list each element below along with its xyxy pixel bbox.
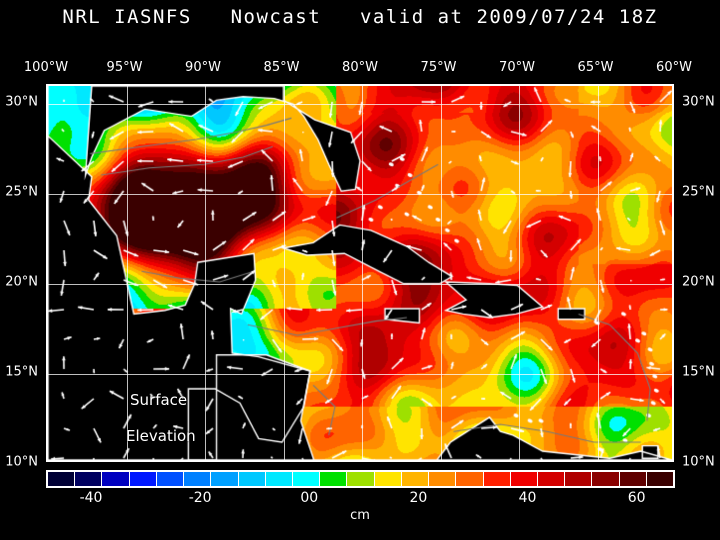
lon-tick-label: 60°W [656,60,692,75]
gridline-parallel [48,194,672,195]
sea-surface-elevation-field [48,86,672,460]
lat-tick-label-left: 25°N [5,184,38,200]
colorbar-swatch [265,472,293,486]
colorbar-swatch [102,472,130,486]
longitude-axis: 100°W 95°W 90°W 85°W 80°W 75°W 70°W 65°W 60°W [0,60,720,76]
lat-tick-label-left: 20°N [5,274,38,290]
colorbar-swatch [401,472,430,486]
lat-tick-label-left: 15°N [5,364,38,380]
colorbar-swatch [429,472,457,486]
colorbar-swatch [48,472,76,486]
colorbar-swatch [238,472,266,486]
lat-tick-label-right: 10°N [682,454,715,470]
colorbar-tick: -40 [79,490,103,506]
colorbar-swatch [592,472,620,486]
lat-tick-label-right: 30°N [682,94,715,110]
colorbar-unit-label: cm [350,508,370,523]
colorbar-tick: 00 [300,490,319,506]
variable-label-line2: Elevation [126,427,196,445]
lon-tick-label: 75°W [420,60,457,75]
colorbar-swatch [129,472,157,486]
colorbar-swatch [646,472,674,486]
colorbar-swatch [347,472,375,486]
gridline-parallel [48,104,672,105]
colorbar-tick: 40 [518,490,537,506]
colorbar-swatch [565,472,593,486]
gridline-meridian [283,86,285,460]
colorbar-swatch [211,472,239,486]
colorbar-swatch [75,472,103,486]
lon-tick-label: 80°W [342,60,378,75]
colorbar-swatch [320,472,348,486]
colorbar-swatch [510,472,538,486]
gridline-parallel [48,374,672,375]
colorbar-swatch [537,472,566,486]
colorbar-tick: 60 [627,490,646,506]
colorbar-swatch [156,472,185,486]
gridline-meridian [440,86,442,460]
colorbar-swatch [292,472,321,486]
lon-tick-label: 65°W [577,60,614,75]
variable-label-line1: Surface [130,391,188,409]
lon-tick-label: 85°W [263,60,300,75]
colorbar-tick: 20 [409,490,428,506]
colorbar[interactable] [46,470,675,488]
colorbar-swatch [483,472,511,486]
lon-tick-label: 90°W [185,60,221,75]
gridline-parallel [48,284,672,285]
lat-tick-label-right: 20°N [682,274,715,290]
lon-tick-label: 100°W [23,60,69,75]
colorbar-tick-labels: -40 -20 00 20 40 60 [0,490,720,508]
gridline-meridian [126,86,128,460]
lat-tick-label-left: 30°N [5,94,38,110]
colorbar-swatch [184,472,212,486]
colorbar-tick: -20 [188,490,212,506]
lat-tick-label-right: 25°N [682,184,715,200]
gridline-meridian [597,86,599,460]
gridline-meridian [362,86,363,460]
colorbar-swatch [456,472,484,486]
lon-tick-label: 95°W [106,60,143,75]
gridline-meridian [205,86,206,460]
lat-tick-label-left: 10°N [5,454,38,470]
colorbar-swatch [374,472,402,486]
lat-tick-label-right: 15°N [682,364,715,380]
colorbar-swatch [619,472,647,486]
map-plot-area[interactable]: Surface Elevation [46,84,674,462]
lon-tick-label: 70°W [499,60,535,75]
gridline-meridian [519,86,520,460]
page-title: NRL IASNFS Nowcast valid at 2009/07/24 1… [62,6,658,28]
